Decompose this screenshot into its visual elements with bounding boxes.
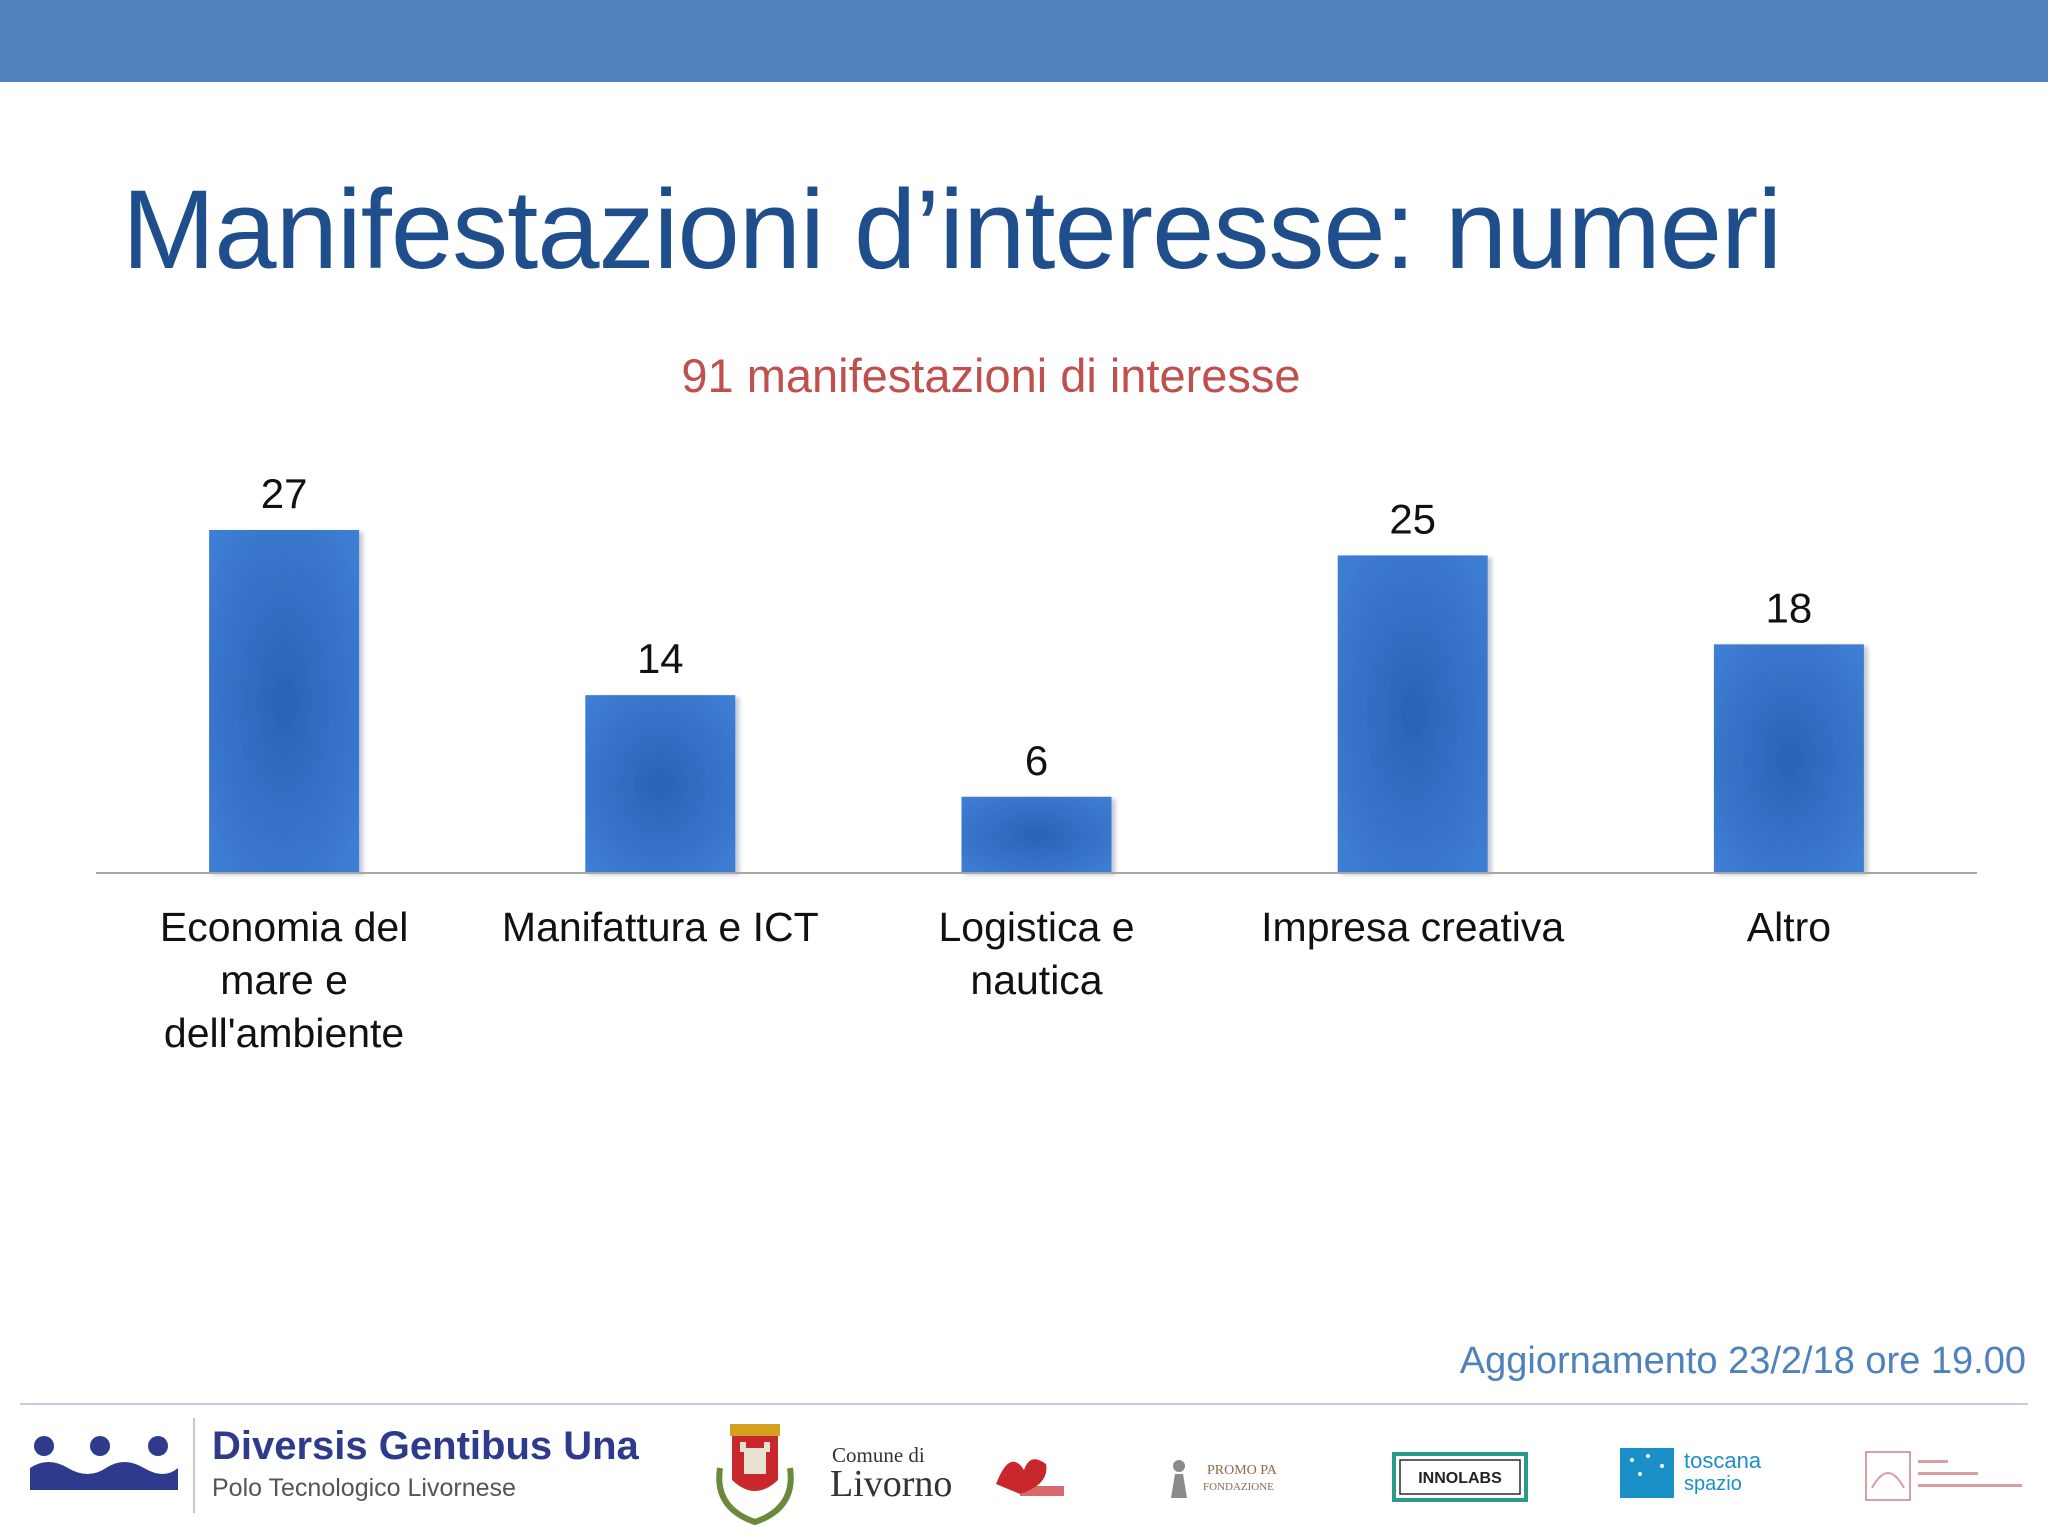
- update-note: Aggiornamento 23/2/18 ore 19.00: [1459, 1340, 2026, 1382]
- bar-value-label: 25: [1389, 495, 1436, 542]
- header-band: [0, 0, 2048, 82]
- svg-text:toscana: toscana: [1684, 1448, 1762, 1473]
- category-label: Altro: [1747, 904, 1831, 950]
- comune-name: Livorno: [830, 1463, 953, 1505]
- bar-chart: 27 Economia del mare e dell'ambiente 14 Manif…: [96, 470, 1977, 1056]
- svg-text:INNOLABS: INNOLABS: [1418, 1470, 1502, 1487]
- promo-pa-logo: PROMO PA FONDAZIONE: [1171, 1460, 1278, 1498]
- toscana-spazio-logo: toscana spazio: [1620, 1448, 1762, 1498]
- footer-logo-separator: [193, 1418, 195, 1513]
- comune-label: Comune di: [832, 1443, 925, 1467]
- diversis-gentibus-una-logo: [30, 1436, 178, 1490]
- bar-value-label: 18: [1766, 584, 1813, 631]
- bar: [961, 796, 1112, 873]
- bar: [1337, 555, 1488, 873]
- chart-subtitle: 91 manifestazioni di interesse: [681, 349, 1301, 402]
- category-label: Manifattura e ICT: [502, 904, 819, 950]
- svg-text:PROMO PA: PROMO PA: [1207, 1463, 1278, 1478]
- bar-value-label: 27: [261, 470, 308, 517]
- bar: [209, 530, 360, 873]
- category-label: Impresa creativa: [1261, 904, 1564, 950]
- slide-title: Manifestazioni d’interesse: numeri: [122, 167, 1782, 292]
- bar-value-label: 6: [1025, 737, 1048, 784]
- svg-text:spazio: spazio: [1684, 1473, 1742, 1495]
- category-label: Economia del mare e dell'ambiente: [160, 904, 408, 1056]
- bar: [1713, 644, 1864, 873]
- bar-value-label: 14: [637, 635, 684, 682]
- innolabs-logo: INNOLABS: [1392, 1452, 1528, 1502]
- dgu-name: Diversis Gentibus Una: [212, 1424, 639, 1468]
- livorno-coat-of-arms-logo: [716, 1424, 794, 1526]
- footer-divider: [20, 1403, 2028, 1405]
- category-label: Logistica e nautica: [938, 904, 1134, 1003]
- svg-text:FONDAZIONE: FONDAZIONE: [1203, 1481, 1274, 1493]
- dgu-subtitle: Polo Tecnologico Livornese: [212, 1474, 516, 1502]
- comune-di-livorno-logo: [996, 1459, 1064, 1496]
- bar: [585, 695, 736, 873]
- third-party-logo: [1865, 1451, 2022, 1501]
